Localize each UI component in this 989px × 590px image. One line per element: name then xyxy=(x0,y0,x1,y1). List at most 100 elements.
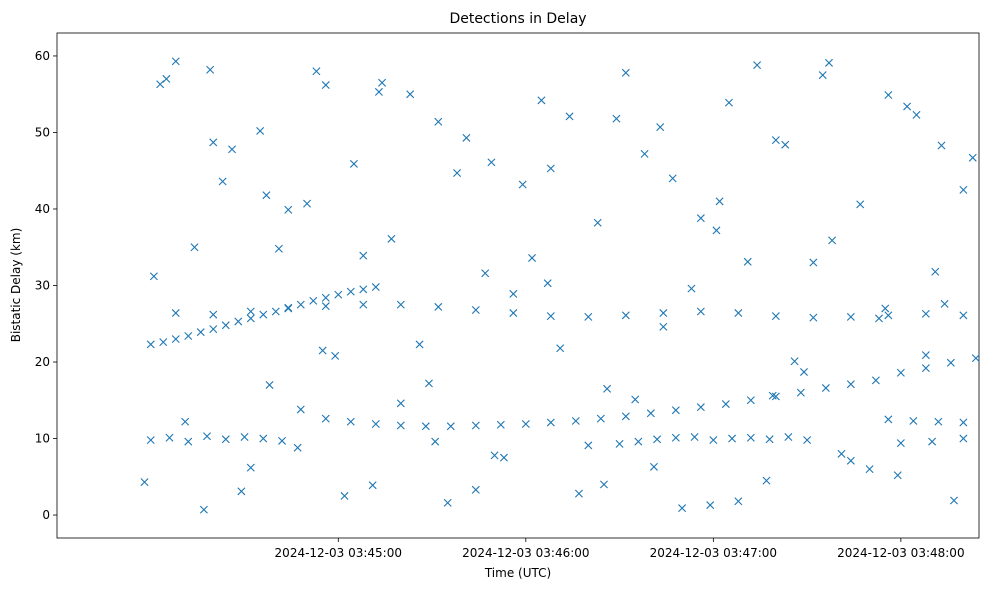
x-tick-label: 2024-12-03 03:46:00 xyxy=(462,546,589,560)
data-point xyxy=(634,437,643,446)
series-group xyxy=(146,283,380,349)
data-point xyxy=(696,307,705,316)
data-point xyxy=(706,501,715,510)
data-point xyxy=(728,434,737,443)
series-group xyxy=(171,300,968,322)
data-point xyxy=(271,307,280,316)
data-point xyxy=(631,395,640,404)
data-point xyxy=(659,322,668,331)
data-point xyxy=(903,102,912,111)
data-point xyxy=(687,284,696,293)
y-tick-label: 40 xyxy=(35,202,50,216)
data-point xyxy=(334,290,343,299)
data-point xyxy=(146,340,155,349)
data-point xyxy=(265,380,274,389)
data-point xyxy=(771,392,780,401)
data-point xyxy=(771,312,780,321)
data-point xyxy=(884,311,893,320)
data-point xyxy=(656,123,665,132)
data-point xyxy=(881,304,890,313)
data-point xyxy=(509,289,518,298)
data-point xyxy=(218,177,227,186)
data-point xyxy=(884,90,893,99)
data-point xyxy=(546,164,555,173)
data-point xyxy=(950,496,958,505)
data-point xyxy=(321,414,330,423)
data-point xyxy=(818,71,827,80)
data-point xyxy=(821,384,830,393)
data-point xyxy=(584,312,593,321)
data-point xyxy=(865,465,874,474)
y-tick-label: 20 xyxy=(35,355,50,369)
data-point xyxy=(171,309,180,318)
data-point xyxy=(496,420,505,429)
data-point xyxy=(162,74,171,83)
y-tick-label: 10 xyxy=(35,432,50,446)
x-axis: 2024-12-03 03:45:00 2024-12-03 03:46:00 20… xyxy=(275,538,965,560)
data-point xyxy=(846,456,855,465)
data-point xyxy=(199,505,208,514)
data-point xyxy=(712,226,721,235)
data-point xyxy=(406,90,415,99)
data-point xyxy=(446,422,455,431)
data-point xyxy=(259,310,268,319)
data-point xyxy=(371,420,380,428)
data-point xyxy=(462,133,471,142)
data-point xyxy=(809,313,818,322)
data-point xyxy=(871,376,880,385)
data-point xyxy=(490,451,499,460)
data-point xyxy=(846,312,855,321)
data-point xyxy=(284,205,293,214)
y-axis: 0 10 20 30 40 50 60 xyxy=(35,49,57,522)
data-point xyxy=(321,81,330,90)
data-point xyxy=(771,136,780,145)
data-point xyxy=(824,58,833,67)
data-point xyxy=(959,185,968,194)
data-point xyxy=(646,409,655,418)
data-point xyxy=(743,257,752,266)
data-point xyxy=(434,302,443,311)
data-point xyxy=(546,418,555,427)
data-point xyxy=(893,471,902,480)
data-point xyxy=(159,338,168,347)
data-point xyxy=(165,433,174,442)
data-point xyxy=(715,197,724,206)
plot-frame xyxy=(56,32,980,539)
data-point xyxy=(934,417,943,426)
data-point xyxy=(565,112,574,121)
data-point xyxy=(340,491,349,500)
data-point xyxy=(653,435,662,444)
data-point xyxy=(443,498,452,507)
y-axis-label: Bistatic Delay (km) xyxy=(9,228,23,343)
data-point xyxy=(781,140,790,149)
data-point xyxy=(912,110,921,119)
data-point xyxy=(396,399,405,408)
data-point xyxy=(746,396,755,405)
data-point xyxy=(521,420,530,428)
data-point xyxy=(181,417,190,426)
data-point xyxy=(621,311,630,320)
data-point xyxy=(312,67,321,76)
data-point xyxy=(678,504,687,513)
data-point xyxy=(621,412,630,421)
data-point xyxy=(556,344,565,353)
data-point xyxy=(196,328,205,337)
data-point xyxy=(846,380,855,389)
data-point xyxy=(543,279,552,288)
data-point xyxy=(971,354,980,363)
data-point xyxy=(921,351,930,360)
data-point xyxy=(937,141,946,150)
data-point xyxy=(303,199,312,208)
data-point xyxy=(690,433,699,441)
data-point xyxy=(296,405,305,414)
data-point xyxy=(396,300,405,309)
data-point xyxy=(228,145,237,154)
data-point xyxy=(837,449,846,458)
data-point xyxy=(359,285,368,294)
data-point xyxy=(765,435,774,444)
data-point xyxy=(190,243,199,252)
data-point xyxy=(378,78,387,87)
data-point xyxy=(671,433,680,442)
data-point xyxy=(387,234,396,243)
data-point xyxy=(803,436,812,445)
